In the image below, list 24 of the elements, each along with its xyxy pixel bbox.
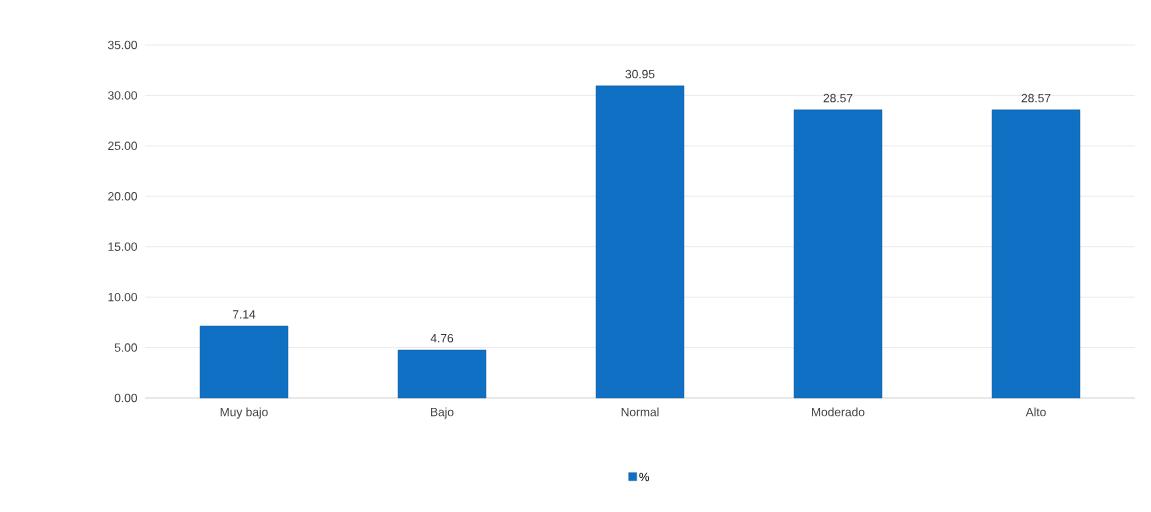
data-label: 28.57 [823,93,853,103]
data-label: 30.95 [625,69,655,79]
x-tick-label: Bajo [431,407,454,419]
data-label: 4.76 [430,334,454,343]
y-tick-label: 5.00 [114,343,138,352]
data-label: 7.14 [232,310,256,319]
y-tick-label: 30.00 [108,91,138,100]
y-tick-label: 0.00 [114,393,138,403]
x-tick-label: Alto [1025,407,1046,417]
x-tick-label: Moderado [812,407,865,417]
legend-label: % [639,472,650,482]
y-tick-label: 20.00 [108,192,138,201]
bar [397,349,487,399]
y-tick-label: 15.00 [108,242,138,251]
bar [199,325,289,399]
y-tick-label: 35.00 [108,40,138,50]
bar [991,109,1081,399]
x-tick-label: Muy bajo [220,407,268,419]
y-tick-label: 10.00 [108,292,138,302]
y-tick-label: 25.00 [108,141,138,151]
bar [793,109,883,399]
data-label: 28.57 [1021,93,1051,103]
x-tick-label: Normal [621,407,659,417]
bar [595,85,685,399]
